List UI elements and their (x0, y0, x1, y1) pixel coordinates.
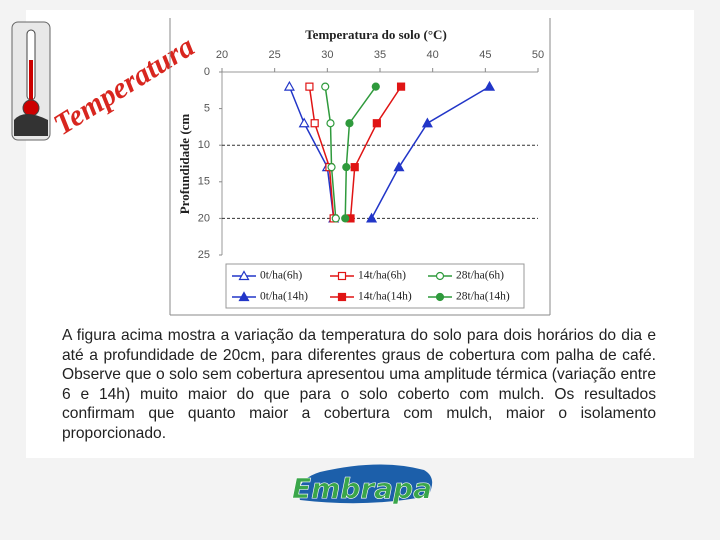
legend-label: 0t/ha(6h) (260, 270, 302, 282)
legend-marker (337, 271, 347, 281)
legend-marker (435, 271, 445, 281)
y-tick-label: 25 (198, 249, 210, 261)
marker (393, 161, 405, 172)
legend-label: 0t/ha(14h) (260, 291, 308, 303)
marker (421, 117, 433, 128)
logo: Embrapa (292, 464, 432, 505)
y-tick-label: 15 (198, 176, 210, 188)
legend-marker (435, 292, 445, 302)
series-line (288, 86, 335, 219)
legend-label: 14t/ha(6h) (358, 270, 406, 282)
x-tick-label: 25 (269, 49, 281, 61)
marker (305, 82, 314, 91)
marker (372, 119, 381, 128)
logo-text: Embrapa (292, 472, 432, 505)
legend-marker (238, 270, 250, 281)
marker (298, 117, 310, 128)
x-tick-label: 40 (427, 49, 439, 61)
marker (371, 82, 380, 91)
marker (484, 80, 496, 91)
y-tick-label: 20 (198, 212, 210, 224)
series-line (370, 85, 490, 219)
x-tick-label: 35 (374, 49, 386, 61)
content-panel (26, 10, 694, 458)
y-axis-label: Profundidade (cm (177, 114, 192, 215)
marker (283, 80, 295, 91)
y-tick-label: 5 (204, 103, 210, 115)
y-tick-label: 10 (198, 139, 210, 151)
series-line (324, 86, 337, 219)
marker (310, 119, 319, 128)
series-line (349, 86, 402, 219)
description: A figura acima mostra a variação da temp… (62, 327, 656, 442)
legend-label: 28t/ha(14h) (456, 291, 510, 303)
legend-marker (337, 292, 347, 302)
x-tick-label: 50 (532, 49, 544, 61)
series-line (344, 86, 377, 219)
thermometer-icon (11, 21, 51, 141)
y-tick-label: 0 (204, 66, 210, 78)
marker (350, 163, 359, 172)
marker (327, 163, 336, 172)
marker (366, 212, 378, 223)
marker (331, 214, 340, 223)
marker (321, 82, 330, 91)
marker (342, 163, 351, 172)
plot: 20 25 30 35 40 45 50 0 5 10 15 20 25 0t/ha(6h) 14t/ha(… (198, 49, 544, 309)
x-tick-label: 45 (479, 49, 491, 61)
legend-label: 14t/ha(14h) (358, 291, 412, 303)
legend-marker (238, 291, 250, 302)
x-tick-label: 30 (321, 49, 333, 61)
legend-label: 28t/ha(6h) (456, 270, 504, 282)
legend-box (225, 263, 525, 309)
marker (396, 82, 406, 91)
x-tick-label: 20 (216, 49, 228, 61)
marker (345, 119, 354, 128)
series-line (308, 86, 335, 219)
marker (341, 214, 350, 223)
marker (326, 119, 335, 128)
chart-title: Temperatura do solo (°C) (305, 27, 447, 42)
